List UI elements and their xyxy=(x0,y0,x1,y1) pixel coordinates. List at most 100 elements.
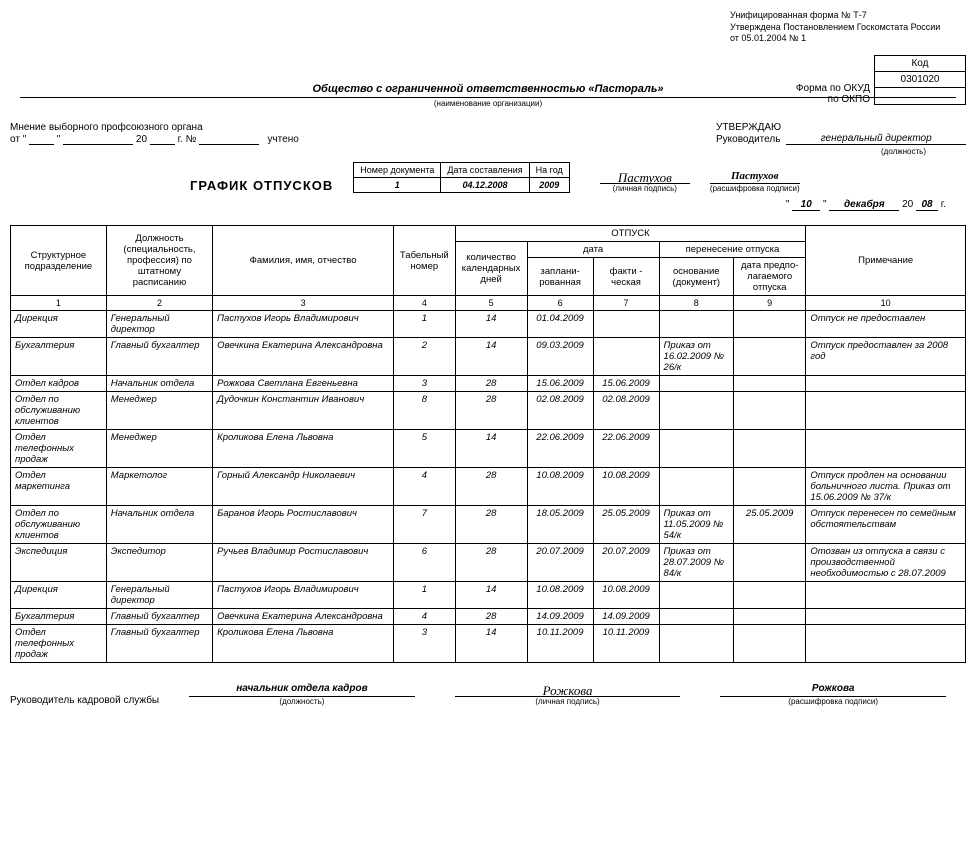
cell-dept: Бухгалтерия xyxy=(11,609,107,625)
cell-basis: Приказ от 16.02.2009 № 26/к xyxy=(659,338,733,376)
cell-newdate xyxy=(734,582,806,609)
cell-dept: Отдел маркетинга xyxy=(11,468,107,506)
colnum: 1 xyxy=(11,296,107,311)
footer-signature-hint: (личная подпись) xyxy=(435,697,701,706)
cell-days: 14 xyxy=(455,338,527,376)
cell-basis xyxy=(659,392,733,430)
title-box-val: 04.12.2008 xyxy=(441,178,528,192)
cell-pos: Маркетолог xyxy=(106,468,212,506)
cell-basis xyxy=(659,468,733,506)
col-date: дата xyxy=(527,242,659,258)
col-tab: Табельный номер xyxy=(394,226,456,296)
cell-note xyxy=(806,430,966,468)
colnum: 5 xyxy=(455,296,527,311)
opinion-status: учтено xyxy=(267,134,298,145)
cell-fio: Овечкина Екатерина Александровна xyxy=(213,609,394,625)
cell-days: 14 xyxy=(455,311,527,338)
cell-pos: Начальник отдела xyxy=(106,376,212,392)
cell-plan: 20.07.2009 xyxy=(527,544,593,582)
cell-newdate xyxy=(734,376,806,392)
cell-basis: Приказ от 11.05.2009 № 54/к xyxy=(659,506,733,544)
cell-note: Отпуск не предоставлен xyxy=(806,311,966,338)
okud-code2 xyxy=(875,88,965,104)
col-note: Примечание xyxy=(806,226,966,296)
cell-dept: Отдел по обслуживанию клиентов xyxy=(11,392,107,430)
table-row: Отдел телефонных продажГлавный бухгалтер… xyxy=(11,625,966,663)
cell-newdate xyxy=(734,311,806,338)
cell-dept: Дирекция xyxy=(11,311,107,338)
cell-pos: Экспедитор xyxy=(106,544,212,582)
cell-fio: Баранов Игорь Ростиславович xyxy=(213,506,394,544)
cell-fact: 14.09.2009 xyxy=(593,609,659,625)
cell-tab: 4 xyxy=(394,468,456,506)
approve-decipher-hint: (расшифровка подписи) xyxy=(710,184,800,193)
opinion-line1: Мнение выборного профсоюзного органа xyxy=(10,122,299,133)
cell-dept: Отдел телефонных продаж xyxy=(11,625,107,663)
colnum: 7 xyxy=(593,296,659,311)
colnum: 2 xyxy=(106,296,212,311)
table-row: Отдел по обслуживанию клиентовНачальник … xyxy=(11,506,966,544)
cell-basis xyxy=(659,430,733,468)
col-transfer: перенесение отпуска xyxy=(659,242,806,258)
cell-days: 28 xyxy=(455,609,527,625)
cell-plan: 10.11.2009 xyxy=(527,625,593,663)
footer-decipher: Рожкова xyxy=(720,683,946,697)
cell-newdate xyxy=(734,338,806,376)
cell-fact: 02.08.2009 xyxy=(593,392,659,430)
table-row: Отдел кадровНачальник отделаРожкова Свет… xyxy=(11,376,966,392)
col-dept: Структурное подразделение xyxy=(11,226,107,296)
cell-pos: Главный бухгалтер xyxy=(106,338,212,376)
cell-days: 28 xyxy=(455,506,527,544)
cell-plan: 10.08.2009 xyxy=(527,582,593,609)
cell-fact: 25.05.2009 xyxy=(593,506,659,544)
approve-block: УТВЕРЖДАЮ Руководитель генеральный дирек… xyxy=(716,122,966,156)
cell-note: Отпуск предоставлен за 2008 год xyxy=(806,338,966,376)
okud-label1: Форма по ОКУД xyxy=(796,83,870,94)
cell-fio: Пастухов Игорь Владимирович xyxy=(213,582,394,609)
cell-fact: 10.11.2009 xyxy=(593,625,659,663)
cell-dept: Отдел телефонных продаж xyxy=(11,430,107,468)
colnum: 6 xyxy=(527,296,593,311)
colnum: 3 xyxy=(213,296,394,311)
cell-dept: Бухгалтерия xyxy=(11,338,107,376)
cell-days: 28 xyxy=(455,376,527,392)
cell-note xyxy=(806,376,966,392)
cell-pos: Главный бухгалтер xyxy=(106,609,212,625)
opinion-num: № xyxy=(186,134,197,145)
cell-fio: Рожкова Светлана Евгеньевна xyxy=(213,376,394,392)
cell-tab: 1 xyxy=(394,582,456,609)
approve-decipher: Пастухов xyxy=(710,170,800,184)
approve-signature-hint: (личная подпись) xyxy=(600,184,690,193)
form-info-line3: от 05.01.2004 № 1 xyxy=(730,33,966,45)
cell-plan: 14.09.2009 xyxy=(527,609,593,625)
table-row: ЭкспедицияЭкспедиторРучьев Владимир Рост… xyxy=(11,544,966,582)
cell-tab: 2 xyxy=(394,338,456,376)
cell-fio: Пастухов Игорь Владимирович xyxy=(213,311,394,338)
table-row: БухгалтерияГлавный бухгалтерОвечкина Ека… xyxy=(11,338,966,376)
cell-plan: 02.08.2009 xyxy=(527,392,593,430)
approve-signature: Пастухов xyxy=(600,170,690,184)
cell-dept: Отдел кадров xyxy=(11,376,107,392)
cell-fio: Ручьев Владимир Ростиславович xyxy=(213,544,394,582)
cell-fact: 22.06.2009 xyxy=(593,430,659,468)
cell-fio: Овечкина Екатерина Александровна xyxy=(213,338,394,376)
cell-note: Отозван из отпуска в связи с производств… xyxy=(806,544,966,582)
col-plan: заплани- рованная xyxy=(527,258,593,296)
colnum: 4 xyxy=(394,296,456,311)
cell-tab: 1 xyxy=(394,311,456,338)
colnum: 10 xyxy=(806,296,966,311)
cell-basis xyxy=(659,609,733,625)
cell-newdate xyxy=(734,430,806,468)
cell-basis xyxy=(659,625,733,663)
vacation-table: Структурное подразделение Должность (спе… xyxy=(10,225,966,663)
cell-days: 28 xyxy=(455,544,527,582)
cell-fact: 10.08.2009 xyxy=(593,468,659,506)
cell-plan: 22.06.2009 xyxy=(527,430,593,468)
footer-position: начальник отдела кадров xyxy=(189,683,415,697)
cell-tab: 3 xyxy=(394,625,456,663)
cell-pos: Начальник отдела xyxy=(106,506,212,544)
title-box-val: 1 xyxy=(354,178,440,192)
cell-basis xyxy=(659,582,733,609)
cell-tab: 3 xyxy=(394,376,456,392)
cell-tab: 7 xyxy=(394,506,456,544)
